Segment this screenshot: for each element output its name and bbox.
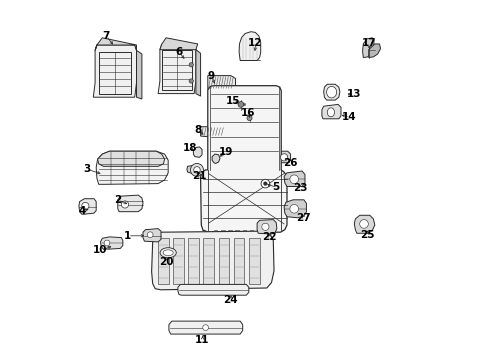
Circle shape	[121, 201, 128, 208]
Text: 10: 10	[93, 245, 107, 255]
Polygon shape	[321, 104, 340, 119]
Polygon shape	[257, 220, 276, 234]
Circle shape	[261, 223, 268, 230]
Circle shape	[238, 102, 244, 107]
Text: 26: 26	[283, 158, 297, 168]
Text: 5: 5	[272, 182, 279, 192]
Text: 13: 13	[346, 89, 361, 99]
Text: 16: 16	[241, 108, 255, 118]
Text: 20: 20	[159, 257, 173, 267]
Ellipse shape	[326, 86, 336, 98]
Polygon shape	[196, 50, 200, 96]
Text: 6: 6	[175, 47, 182, 57]
Text: 8: 8	[194, 125, 201, 135]
Polygon shape	[257, 230, 260, 233]
Polygon shape	[213, 230, 217, 233]
Text: 12: 12	[247, 38, 262, 48]
Text: 11: 11	[194, 335, 209, 345]
Polygon shape	[173, 238, 183, 284]
Polygon shape	[323, 84, 339, 100]
Circle shape	[147, 232, 153, 238]
Polygon shape	[242, 230, 246, 233]
Circle shape	[246, 116, 251, 121]
Polygon shape	[233, 238, 244, 284]
Text: 9: 9	[207, 71, 215, 81]
Text: 24: 24	[223, 294, 238, 305]
Polygon shape	[228, 230, 231, 233]
Circle shape	[81, 202, 89, 210]
Ellipse shape	[160, 248, 176, 258]
Polygon shape	[188, 238, 199, 284]
Polygon shape	[168, 321, 242, 334]
Circle shape	[104, 240, 110, 246]
Polygon shape	[200, 127, 228, 138]
Circle shape	[189, 63, 193, 67]
Text: 23: 23	[292, 183, 307, 193]
Circle shape	[193, 167, 200, 173]
Text: 3: 3	[83, 164, 90, 174]
Polygon shape	[158, 44, 196, 94]
Polygon shape	[160, 38, 197, 50]
Polygon shape	[186, 166, 196, 174]
Circle shape	[261, 179, 269, 188]
Circle shape	[203, 325, 208, 330]
Polygon shape	[193, 147, 202, 157]
Polygon shape	[354, 215, 374, 233]
Circle shape	[359, 220, 367, 228]
Text: 15: 15	[225, 96, 240, 106]
Polygon shape	[221, 230, 224, 233]
Polygon shape	[362, 38, 373, 58]
Text: 25: 25	[359, 230, 373, 240]
Polygon shape	[248, 238, 259, 284]
Polygon shape	[158, 238, 168, 284]
Polygon shape	[218, 238, 229, 284]
Polygon shape	[264, 230, 267, 233]
Polygon shape	[151, 231, 273, 290]
Polygon shape	[368, 44, 380, 58]
Text: 7: 7	[102, 31, 109, 41]
Text: 14: 14	[342, 112, 356, 122]
Polygon shape	[93, 45, 136, 97]
Polygon shape	[96, 151, 168, 184]
Polygon shape	[101, 237, 122, 249]
Circle shape	[263, 182, 266, 185]
Polygon shape	[284, 200, 306, 218]
Circle shape	[289, 204, 298, 213]
Text: 18: 18	[182, 143, 197, 153]
Polygon shape	[95, 38, 136, 50]
Polygon shape	[98, 151, 164, 166]
Text: 17: 17	[361, 38, 375, 48]
Polygon shape	[200, 86, 286, 232]
Text: 2: 2	[114, 195, 121, 205]
Ellipse shape	[163, 250, 173, 256]
Polygon shape	[142, 229, 161, 242]
Circle shape	[189, 79, 193, 83]
Polygon shape	[178, 284, 248, 295]
Polygon shape	[235, 230, 239, 233]
Polygon shape	[207, 76, 235, 92]
Text: 22: 22	[261, 232, 276, 242]
Polygon shape	[271, 230, 275, 233]
Text: 19: 19	[218, 147, 232, 157]
Polygon shape	[118, 195, 142, 212]
Circle shape	[280, 154, 287, 161]
Circle shape	[190, 163, 203, 176]
Polygon shape	[276, 151, 290, 163]
Text: 27: 27	[296, 213, 310, 223]
Polygon shape	[203, 238, 214, 284]
Polygon shape	[249, 230, 253, 233]
Polygon shape	[284, 171, 305, 186]
Circle shape	[289, 175, 298, 184]
Text: 21: 21	[192, 171, 206, 181]
Polygon shape	[239, 32, 260, 60]
Polygon shape	[79, 199, 96, 214]
Ellipse shape	[326, 108, 334, 117]
Polygon shape	[212, 154, 220, 163]
Text: 4: 4	[78, 206, 85, 216]
Polygon shape	[136, 50, 142, 99]
Text: 1: 1	[123, 231, 131, 241]
